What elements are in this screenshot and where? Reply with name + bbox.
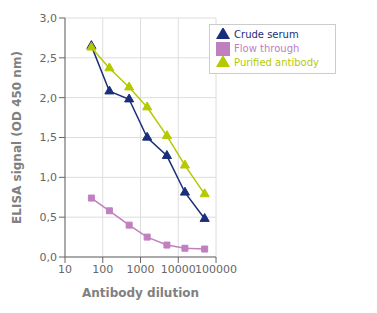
svg-text:100000: 100000 bbox=[195, 263, 237, 276]
svg-text:2,0: 2,0 bbox=[40, 92, 58, 105]
svg-text:1,5: 1,5 bbox=[40, 131, 58, 144]
html-text:Crude serum: Crude serum bbox=[234, 29, 299, 40]
svg-text:1000: 1000 bbox=[127, 263, 155, 276]
svg-text:10000: 10000 bbox=[161, 263, 196, 276]
svg-text:ELISA signal (OD 450 nm): ELISA signal (OD 450 nm) bbox=[10, 51, 24, 224]
html-text:Flow through: Flow through bbox=[234, 43, 300, 54]
svg-text:3,0: 3,0 bbox=[40, 12, 58, 25]
svg-text:0,0: 0,0 bbox=[40, 251, 58, 264]
html-text:Purified antibody: Purified antibody bbox=[234, 57, 319, 68]
svg-text:2,5: 2,5 bbox=[40, 52, 58, 65]
svg-text:100: 100 bbox=[92, 263, 113, 276]
svg-text:Antibody dilution: Antibody dilution bbox=[82, 286, 199, 300]
svg-text:10: 10 bbox=[58, 263, 72, 276]
svg-text:0,5: 0,5 bbox=[40, 211, 58, 224]
svg-text:1,0: 1,0 bbox=[40, 171, 58, 184]
